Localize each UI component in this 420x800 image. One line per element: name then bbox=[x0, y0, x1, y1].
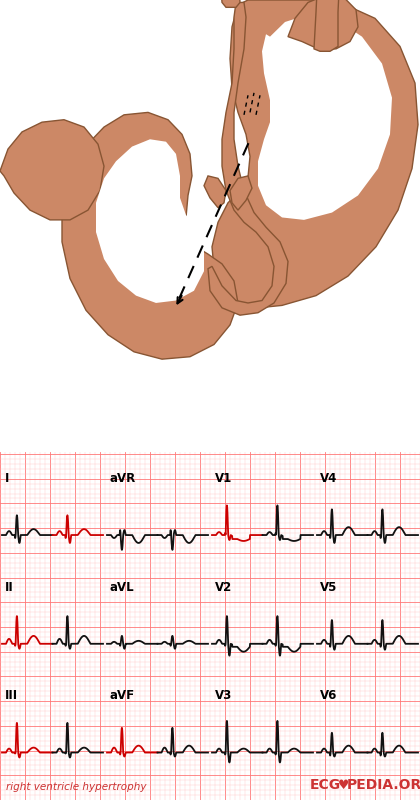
PathPatch shape bbox=[314, 0, 340, 51]
Text: right ventricle hypertrophy: right ventricle hypertrophy bbox=[6, 782, 147, 792]
Text: I: I bbox=[5, 472, 9, 485]
Text: aVR: aVR bbox=[110, 472, 136, 485]
Text: aVF: aVF bbox=[110, 690, 135, 702]
PathPatch shape bbox=[96, 139, 204, 303]
Text: V6: V6 bbox=[320, 690, 337, 702]
Text: V4: V4 bbox=[320, 472, 337, 485]
Text: III: III bbox=[5, 690, 18, 702]
PathPatch shape bbox=[230, 176, 252, 210]
PathPatch shape bbox=[204, 176, 226, 208]
Text: ♥: ♥ bbox=[338, 779, 349, 792]
PathPatch shape bbox=[0, 120, 104, 220]
Text: V1: V1 bbox=[215, 472, 232, 485]
Text: ECG: ECG bbox=[310, 778, 341, 792]
PathPatch shape bbox=[258, 14, 392, 220]
Text: V5: V5 bbox=[320, 581, 337, 594]
Text: II: II bbox=[5, 581, 14, 594]
Text: V3: V3 bbox=[215, 690, 232, 702]
PathPatch shape bbox=[220, 0, 240, 7]
Text: aVL: aVL bbox=[110, 581, 135, 594]
PathPatch shape bbox=[212, 0, 418, 308]
PathPatch shape bbox=[208, 2, 288, 315]
Text: PEDIA.ORG: PEDIA.ORG bbox=[347, 778, 420, 792]
Text: V2: V2 bbox=[215, 581, 232, 594]
PathPatch shape bbox=[288, 0, 358, 49]
PathPatch shape bbox=[62, 112, 238, 359]
